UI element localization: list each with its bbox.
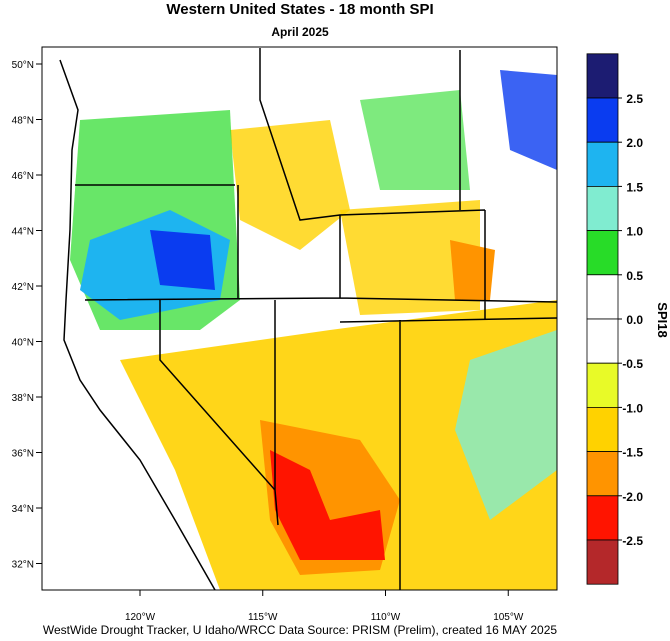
coastline — [59, 59, 216, 591]
lat-tick-label: 34°N — [12, 504, 34, 515]
lat-tick-label: 36°N — [12, 449, 34, 460]
colorbar-label: -2.0 — [622, 490, 643, 504]
colorbar-bin — [586, 539, 619, 585]
lat-tick-label: 32°N — [12, 560, 34, 571]
very-dry-region — [450, 240, 495, 300]
colorbar-bin — [586, 97, 619, 143]
colorbar-bin — [586, 53, 619, 99]
colorbar-bin — [586, 230, 619, 276]
colorbar-label: 2.0 — [626, 136, 643, 150]
wet-region — [360, 90, 470, 190]
colorbar-label: -1.5 — [622, 446, 643, 460]
lat-tick-label: 40°N — [12, 338, 34, 349]
map-axes: 50°N 48°N 46°N 44°N 42°N 40°N 38°N 36°N 34°N 32°N… — [12, 60, 524, 623]
lon-tick-label: 120°W — [125, 612, 156, 623]
lat-tick-label: 48°N — [12, 116, 34, 127]
colorbar-label: 1.5 — [626, 180, 643, 194]
subtitle: April 2025 — [271, 25, 329, 39]
colorbar-bin — [586, 185, 619, 231]
colorbar-bin — [586, 406, 619, 452]
lat-tick-label: 44°N — [12, 227, 34, 238]
colorbar-label: 2.5 — [626, 92, 643, 106]
colorbar-label: 0.0 — [626, 313, 643, 327]
very-wet-region — [500, 70, 557, 170]
map-frame — [41, 46, 558, 591]
dry-region — [340, 200, 480, 315]
lat-tick-label: 50°N — [12, 60, 34, 71]
lat-tick-label: 38°N — [12, 393, 34, 404]
map-area — [41, 46, 558, 591]
lat-tick-label: 46°N — [12, 171, 34, 182]
footer: WestWide Drought Tracker, U Idaho/WRCC D… — [43, 623, 558, 637]
colorbar-bin — [586, 141, 619, 187]
colorbar-bin — [586, 362, 619, 408]
lon-tick-label: 105°W — [493, 612, 524, 623]
extreme-dry-region — [270, 450, 385, 560]
title: Western United States - 18 month SPI — [166, 1, 433, 18]
lat-tick-label: 42°N — [12, 282, 34, 293]
colorbar-bin — [586, 495, 619, 541]
colorbar-label: -1.0 — [622, 401, 643, 415]
colorbar-bin — [586, 451, 619, 497]
colorbar-label: 0.5 — [626, 269, 643, 283]
very-wet-region — [150, 230, 215, 290]
lon-tick-label: 110°W — [371, 612, 401, 623]
colorbar-label: 1.0 — [626, 225, 643, 239]
wet-region — [455, 330, 557, 520]
state-boundaries — [75, 48, 558, 590]
colorbar-bin — [586, 274, 619, 320]
colorbar-bin — [586, 318, 619, 364]
colorbar-label: -0.5 — [622, 357, 643, 371]
lon-tick-label: 115°W — [248, 612, 278, 623]
colorbar-title: SPI18 — [655, 302, 670, 337]
colorbar: 2.5 2.0 1.5 1.0 0.5 0.0 -0.5 -1.0 -1.5 -2.0 -2.5 — [586, 53, 643, 585]
colorbar-label: -2.5 — [622, 534, 643, 548]
